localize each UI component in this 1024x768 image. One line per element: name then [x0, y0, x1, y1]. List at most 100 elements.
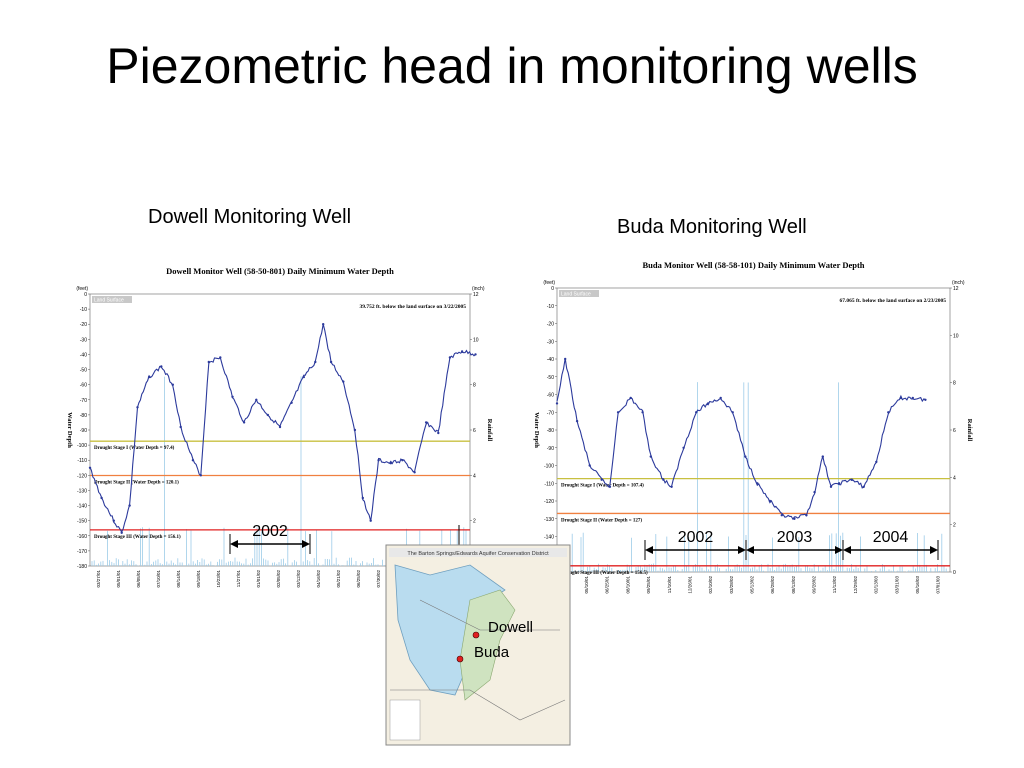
xtick-label-1-12: 09/28/02: [812, 576, 817, 594]
data-point-1-31: [899, 396, 903, 400]
data-point-1-32: [911, 396, 914, 400]
buda-map-label: Buda: [474, 644, 510, 661]
threshold-label-0-1: Drought Stage II (Water Depth = 120.1): [94, 480, 179, 485]
y2tick-label-1-6: 12: [953, 286, 959, 292]
xtick-label-0-14: 07/30/02: [376, 570, 381, 588]
y2unit-0: (inch): [472, 286, 485, 292]
data-point-1-11: [670, 485, 673, 488]
xtick-label-0-1: 05/01/01: [116, 570, 121, 588]
data-point-1-22: [805, 514, 808, 517]
yunit-1: (feet): [543, 280, 555, 286]
y2tick-label-0-1: 2: [473, 519, 476, 525]
data-point-0-29: [389, 462, 392, 465]
buda-year-2004-head-left: [843, 546, 851, 554]
y2unit-1: (inch): [952, 280, 965, 286]
data-point-0-14: [231, 395, 234, 398]
y2tick-label-0-6: 12: [473, 292, 479, 298]
chart-note-0: 39.752 ft. below the land surface on 3/2…: [360, 304, 467, 310]
legend-label-1: Land Surface: [561, 292, 591, 298]
dowell-year-2002-head-right: [302, 540, 310, 548]
data-point-0-25: [353, 428, 357, 432]
y2tick-label-1-2: 4: [953, 475, 956, 481]
ytick-label-0-5: -50: [80, 368, 87, 374]
water-depth-line-0: [89, 323, 476, 534]
data-point-0-32: [424, 421, 428, 424]
ytick-label-0-4: -40: [80, 352, 87, 358]
y2label-1: Rainfall: [966, 419, 973, 442]
ytick-label-1-13: -130: [544, 517, 554, 523]
data-point-0-17: [266, 413, 269, 417]
data-point-1-7: [629, 396, 632, 400]
data-point-0-2: [112, 519, 116, 522]
data-point-0-0: [88, 466, 92, 469]
ytick-label-1-2: -20: [547, 322, 554, 328]
data-point-0-12: [207, 360, 210, 364]
xtick-label-0-6: 10/23/01: [216, 570, 221, 588]
data-point-1-9: [649, 455, 652, 458]
threshold-label-1-0: Drought Stage I (Water Depth = 107.4): [561, 484, 644, 489]
xtick-label-1-8: 03/28/02: [729, 576, 734, 594]
xtick-label-1-6: 12/26/01: [687, 576, 692, 594]
xtick-label-1-2: 06/25/01: [605, 576, 610, 594]
ytick-label-1-9: -90: [547, 446, 554, 452]
ytick-label-1-7: -70: [547, 410, 554, 416]
aquifer-map: The Barton Springs/Edwards Aquifer Conse…: [385, 544, 571, 746]
legend-box-0: [92, 296, 132, 303]
ytick-label-0-0: 0: [84, 292, 87, 298]
y2tick-label-1-5: 10: [953, 333, 959, 339]
chart-note-1: 67.065 ft. below the land surface on 2/2…: [840, 298, 947, 304]
xtick-label-1-1: 05/10/01: [584, 576, 589, 594]
buda-year-2003-label: 2003: [777, 529, 813, 546]
data-point-0-9: [179, 425, 182, 429]
ytick-label-0-14: -140: [77, 504, 87, 510]
data-point-1-16: [731, 411, 734, 414]
buda-year-2002-label: 2002: [678, 529, 714, 546]
xtick-label-0-4: 08/14/01: [176, 570, 181, 588]
y2tick-label-1-3: 6: [953, 428, 956, 434]
data-point-1-21: [793, 517, 796, 520]
xtick-label-0-11: 04/16/02: [316, 570, 321, 588]
y2tick-label-0-5: 10: [473, 337, 479, 343]
xtick-label-0-5: 09/18/01: [196, 570, 201, 588]
y2tick-label-0-3: 6: [473, 428, 476, 434]
buda-marker: [456, 655, 464, 663]
ytick-label-1-3: -30: [547, 339, 554, 345]
y2tick-label-1-1: 2: [953, 523, 956, 529]
data-point-1-15: [719, 396, 722, 400]
ytick-label-0-16: -160: [77, 534, 87, 540]
data-point-1-8: [641, 411, 644, 414]
data-point-1-13: [695, 411, 698, 414]
data-point-0-7: [160, 365, 163, 368]
xtick-label-0-9: 02/05/02: [276, 570, 281, 588]
xtick-label-1-14: 12/29/02: [853, 576, 858, 594]
y2tick-label-1-0: 0: [953, 570, 956, 576]
data-point-0-10: [191, 459, 195, 462]
xtick-label-1-13: 11/13/02: [832, 576, 837, 594]
y2tick-label-1-4: 8: [953, 381, 956, 387]
ytick-label-0-2: -20: [80, 322, 87, 328]
xtick-label-0-0: 03/27/01: [96, 570, 101, 588]
xtick-label-0-2: 06/05/01: [136, 570, 141, 588]
y2tick-label-0-2: 4: [473, 473, 476, 479]
ytick-label-1-6: -60: [547, 393, 554, 399]
data-point-0-8: [171, 383, 174, 386]
xtick-label-1-17: 05/16/03: [915, 576, 920, 594]
xtick-label-1-5: 11/10/01: [667, 576, 672, 594]
data-point-0-13: [219, 356, 222, 359]
xtick-label-0-8: 01/01/02: [256, 570, 261, 588]
ytick-label-0-8: -80: [80, 413, 87, 419]
data-point-0-30: [401, 459, 404, 462]
legend-label-0: Land Surface: [94, 298, 124, 304]
ytick-label-1-1: -10: [547, 304, 554, 310]
data-point-1-30: [887, 411, 890, 414]
data-point-0-11: [199, 474, 202, 477]
data-point-1-5: [608, 485, 612, 488]
ytick-label-0-3: -30: [80, 337, 87, 343]
data-point-1-17: [744, 455, 747, 458]
xtick-label-1-7: 02/10/02: [708, 576, 713, 594]
buda-year-2003-head-left: [746, 546, 754, 554]
xtick-label-0-10: 03/12/02: [296, 570, 301, 588]
yunit-0: (feet): [76, 286, 88, 292]
data-point-0-4: [128, 504, 131, 507]
